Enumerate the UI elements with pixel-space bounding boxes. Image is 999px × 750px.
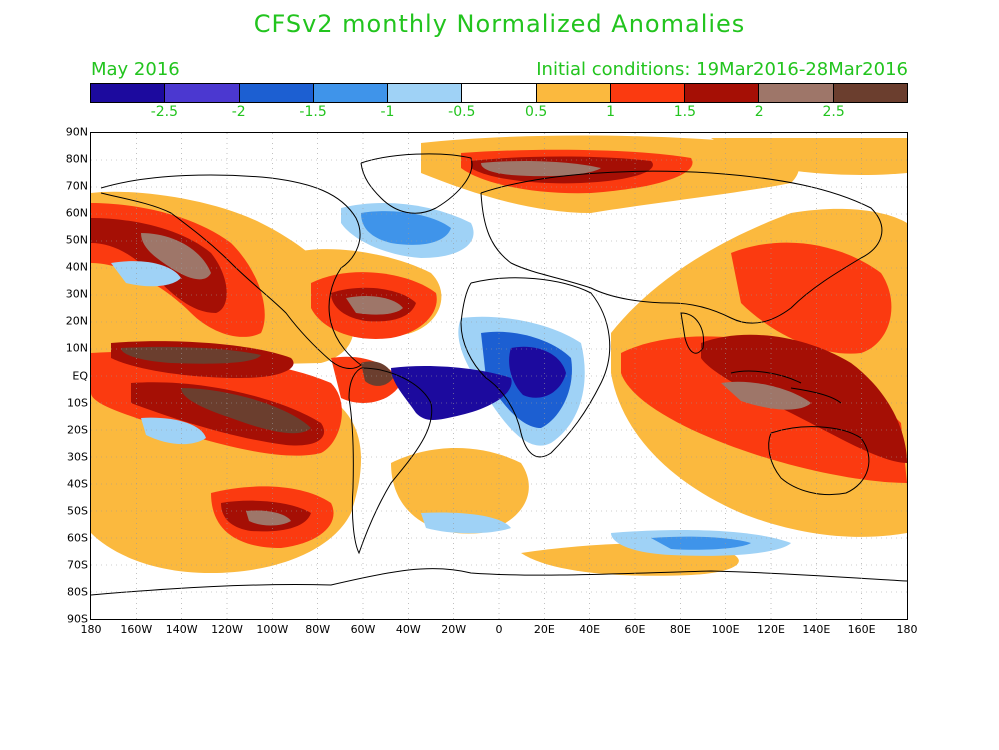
field-brown-indian <box>721 381 811 410</box>
longitude-label: 180 <box>80 623 102 636</box>
colorbar-segment <box>91 84 166 102</box>
colorbar-segment <box>462 84 537 102</box>
coast-north-america <box>100 174 362 369</box>
colorbar-segment <box>313 84 389 102</box>
latitude-label: 90N <box>65 125 88 139</box>
colorbar-label: -1.5 <box>299 104 327 120</box>
field-brown-enso <box>121 346 261 364</box>
longitude-label: 100E <box>711 623 740 636</box>
latitude-label: 10N <box>65 341 88 355</box>
coast-south-america <box>348 367 433 555</box>
coast-india <box>680 312 705 354</box>
longitude-label: 0 <box>495 623 503 636</box>
latitude-label: 40S <box>67 477 88 491</box>
latitude-label: 70S <box>67 558 88 572</box>
initial-conditions: Initial conditions: 19Mar2016-28Mar2016 <box>536 59 908 80</box>
latitude-label: EQ <box>72 369 88 382</box>
colorbar-label: 1 <box>606 104 615 120</box>
longitude-label: 160W <box>120 623 153 636</box>
latitude-label: 10S <box>67 396 88 410</box>
field-brown-caribbean <box>361 361 393 386</box>
coast-australia <box>768 426 870 496</box>
longitude-label: 120W <box>211 623 243 636</box>
field-red-indian-ocean <box>621 336 907 483</box>
colorbar-label: -1 <box>380 104 395 120</box>
longitude-label: 80W <box>305 623 331 636</box>
coast-indonesia <box>730 370 842 404</box>
colorbar-label: 2.5 <box>822 104 845 120</box>
latitude-label: 30N <box>65 287 88 301</box>
anomaly-map <box>90 132 908 620</box>
longitude-label: 140W <box>165 623 198 636</box>
latitude-label: 40N <box>65 260 88 274</box>
graticule <box>91 133 907 619</box>
latitude-label: 50S <box>67 504 88 518</box>
field-brown-atlantic <box>346 296 403 315</box>
longitude-label: 160E <box>847 623 876 636</box>
map-svg <box>91 133 907 619</box>
anomaly-fields-blue <box>111 203 791 556</box>
forecast-month: May 2016 <box>91 59 180 80</box>
field-blue-north-atlantic <box>361 211 451 245</box>
colorbar-segment <box>833 84 907 102</box>
colorbar-segment <box>536 84 611 102</box>
latitude-label: 70N <box>65 179 88 193</box>
field-lightblue-south-atlantic <box>421 512 511 534</box>
longitude-label: 180 <box>896 623 918 636</box>
colorbar-label: -2.5 <box>150 104 179 120</box>
coast-africa <box>460 277 611 458</box>
colorbar-segment <box>685 84 760 102</box>
coast-antarctica <box>91 568 907 596</box>
longitude-label: 60W <box>350 623 376 636</box>
longitude-label: 100W <box>256 623 289 636</box>
latitude-label: 20S <box>67 423 88 437</box>
longitude-label: 140E <box>802 623 831 636</box>
colorbar-label: -0.5 <box>448 104 476 120</box>
field-red-western-pacific <box>731 242 892 354</box>
colorbar-segment <box>165 84 240 102</box>
colorbar-segment <box>610 84 686 102</box>
latitude-label: 50N <box>65 233 88 247</box>
field-brown-gulf-alaska <box>141 233 211 280</box>
field-navy-atlantic <box>391 366 512 420</box>
field-brown-arctic <box>481 160 601 177</box>
colorbar-label: 1.5 <box>673 104 697 120</box>
colorbar-segment <box>759 84 834 102</box>
field-orange-arctic-east <box>711 138 907 175</box>
coastlines <box>91 153 907 596</box>
colorbar-label: 2 <box>754 104 764 120</box>
longitude-label: 40E <box>579 623 601 636</box>
anomaly-fields-brown <box>121 160 811 526</box>
latitude-label: 30S <box>67 450 88 464</box>
field-blue-southern <box>651 536 751 550</box>
longitude-label: 20W <box>441 623 467 636</box>
chart-title: CFSv2 monthly Normalized Anomalies <box>253 10 746 38</box>
latitude-label: 90S <box>67 612 88 626</box>
longitude-label: 40W <box>395 623 421 636</box>
longitude-label: 120E <box>757 623 785 636</box>
coast-greenland <box>360 153 473 214</box>
colorbar-label: 0.5 <box>525 104 548 120</box>
latitude-label: 80S <box>67 585 88 599</box>
field-lightblue-se-pacific <box>141 417 206 445</box>
field-orange-south-atlantic <box>391 448 529 534</box>
colorbar-segment <box>388 84 463 102</box>
latitude-label: 80N <box>65 152 88 166</box>
coast-eurasia <box>480 170 883 324</box>
colorbar <box>90 83 908 103</box>
field-lightblue-pacific <box>111 261 181 287</box>
field-navy-africa <box>509 346 566 398</box>
field-brown-south-pacific <box>181 388 311 434</box>
colorbar-segment <box>239 84 314 102</box>
longitude-label: 60E <box>624 623 646 636</box>
longitude-label: 20E <box>533 623 555 636</box>
field-brown-south-pacific-2 <box>246 510 291 526</box>
latitude-label: 60S <box>67 531 88 545</box>
longitude-label: 80E <box>669 623 691 636</box>
colorbar-label: -2 <box>231 104 246 120</box>
latitude-label: 20N <box>65 314 88 328</box>
latitude-label: 60N <box>65 206 88 220</box>
